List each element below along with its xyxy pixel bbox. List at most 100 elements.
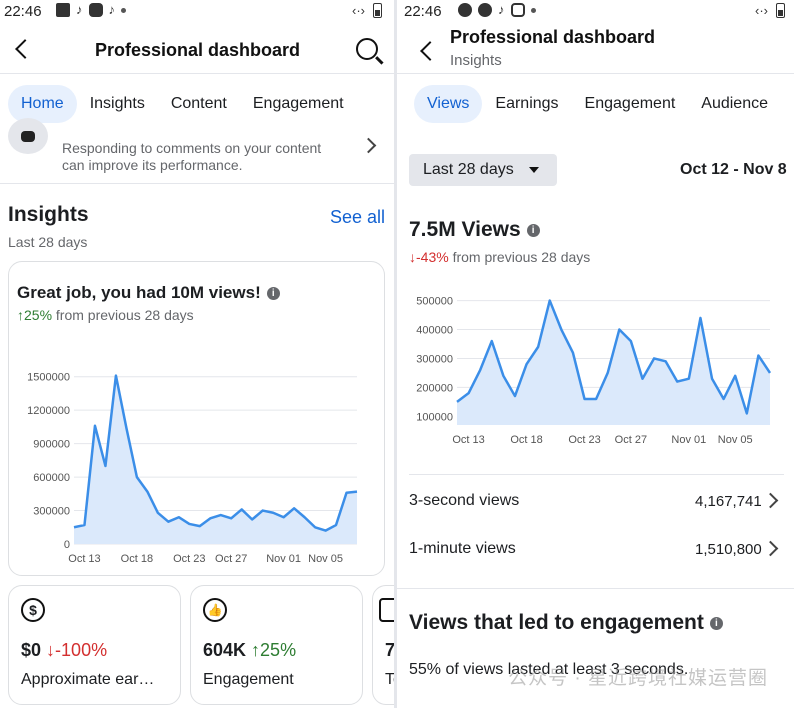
date-range-text: Oct 12 - Nov 8 bbox=[680, 161, 787, 178]
engagement-text: 55% of views lasted at least 3 seconds. bbox=[409, 661, 689, 678]
chevron-right-icon bbox=[360, 137, 377, 154]
earnings-value: $0 bbox=[21, 640, 42, 660]
tiktok-icon: ♪ bbox=[498, 2, 505, 17]
views-card[interactable]: Great job, you had 10M views! i ↑25% from… bbox=[8, 261, 385, 576]
tab-home[interactable]: Home bbox=[8, 85, 77, 123]
metric-label: To bbox=[385, 671, 394, 688]
tab-views[interactable]: Views bbox=[414, 85, 483, 123]
tab-bar: Home Insights Content Engagement bbox=[8, 78, 394, 130]
x-tick-label: Oct 18 bbox=[510, 434, 542, 446]
tab-bar: Views Earnings Engagement Audience bbox=[414, 78, 794, 130]
views-chart: 100000 200000 300000 400000 500000 Oct 13 Oct … bbox=[416, 296, 772, 446]
comment-icon bbox=[8, 118, 48, 154]
page-title: Professional dashboard bbox=[95, 40, 301, 60]
back-arrow-icon[interactable] bbox=[15, 39, 35, 59]
series-line bbox=[73, 374, 358, 532]
info-icon[interactable]: i bbox=[709, 616, 723, 630]
notification-icons: ♪ ♪ bbox=[56, 3, 126, 17]
search-icon[interactable] bbox=[356, 38, 378, 60]
info-icon[interactable]: i bbox=[526, 223, 540, 237]
left-panel: 22:46 ♪ ♪ ‹·› Professional dashboard Hom… bbox=[0, 0, 394, 708]
y-tick-label: 600000 bbox=[33, 472, 70, 484]
section-divider bbox=[397, 588, 794, 589]
y-tick-label: 0 bbox=[64, 539, 70, 551]
change-text: from previous 28 days bbox=[452, 249, 591, 265]
views-headline: Great job, you had 10M views! i bbox=[17, 283, 280, 303]
metric-card-partial[interactable]: 7 To bbox=[372, 585, 394, 705]
y-tick-label: 200000 bbox=[416, 382, 453, 394]
x-tick-label: Oct 27 bbox=[215, 553, 247, 565]
dropdown-value: Last 28 days bbox=[423, 161, 514, 178]
tab-content[interactable]: Content bbox=[170, 95, 227, 112]
views-total: 7.5M Views i bbox=[409, 218, 540, 242]
system-icons: ‹·› bbox=[352, 3, 382, 18]
tiktok-icon: ♪ bbox=[76, 2, 83, 17]
engagement-change: ↑25% bbox=[251, 640, 297, 660]
views-change: ↓-43% from previous 28 days bbox=[409, 249, 590, 265]
status-time: 22:46 bbox=[404, 3, 442, 20]
app-bar: Professional dashboard Insights bbox=[397, 24, 794, 74]
chevron-right-icon bbox=[762, 492, 779, 509]
notification-icons: ♪ bbox=[458, 3, 536, 17]
dollar-icon: $ bbox=[21, 598, 45, 622]
x-tick-label: Oct 13 bbox=[452, 434, 484, 446]
tab-audience[interactable]: Audience bbox=[701, 95, 768, 112]
more-notifications-icon bbox=[121, 7, 126, 13]
row-1-minute-views[interactable]: 1-minute views 1,510,800 bbox=[409, 524, 784, 574]
y-tick-label: 500000 bbox=[416, 296, 453, 308]
row-value: 1,510,800 bbox=[695, 541, 762, 558]
engagement-value: 604K bbox=[203, 640, 247, 660]
instagram-icon bbox=[510, 3, 525, 17]
tip-row[interactable]: Responding to comments on your content c… bbox=[0, 118, 394, 184]
earnings-change: ↓-100% bbox=[46, 640, 108, 660]
insights-heading: Insights bbox=[8, 203, 89, 226]
series-line bbox=[456, 299, 772, 415]
metric-value: 7 bbox=[385, 640, 394, 660]
info-icon[interactable]: i bbox=[266, 287, 280, 301]
metric-card-earnings[interactable]: $ $0 ↓-100% Approximate ear… bbox=[8, 585, 181, 705]
y-tick-label: 1500000 bbox=[27, 372, 70, 384]
see-all-link[interactable]: See all bbox=[330, 207, 386, 227]
change-up-value: ↑25% bbox=[17, 307, 53, 323]
date-range-dropdown[interactable]: Last 28 days bbox=[409, 154, 557, 186]
user-icon bbox=[379, 598, 394, 622]
y-tick-label: 100000 bbox=[416, 411, 453, 423]
status-bar: 22:46 ♪ ♪ ‹·› bbox=[0, 0, 394, 24]
insights-period: Last 28 days bbox=[8, 234, 88, 250]
page-title: Professional dashboard bbox=[450, 27, 656, 47]
tip-text-line1: Responding to comments on your content bbox=[62, 140, 322, 156]
tiktok-icon: ♪ bbox=[108, 2, 116, 17]
tab-engagement[interactable]: Engagement bbox=[584, 95, 676, 112]
messenger-icon bbox=[478, 3, 492, 17]
change-down-value: ↓-43% bbox=[409, 249, 449, 265]
metric-card-engagement[interactable]: 👍 604K ↑25% Engagement bbox=[190, 585, 363, 705]
more-notifications-icon bbox=[530, 7, 536, 13]
page-subtitle: Insights bbox=[450, 52, 502, 69]
x-tick-label: Oct 23 bbox=[173, 553, 205, 565]
views-chart: 0 300000 600000 900000 1200000 1500000 Oct 13 O… bbox=[27, 372, 358, 565]
battery-icon bbox=[373, 3, 382, 18]
views-headline-text: Great job, you had 10M views! bbox=[17, 283, 261, 302]
tab-earnings[interactable]: Earnings bbox=[495, 95, 559, 112]
series-area bbox=[74, 375, 357, 544]
chevron-right-icon bbox=[762, 540, 779, 557]
status-bar: 22:46 ♪ ‹·› bbox=[397, 0, 794, 24]
y-tick-label: 400000 bbox=[416, 325, 453, 337]
views-change: ↑25% from previous 28 days bbox=[17, 307, 194, 323]
panel-divider bbox=[394, 0, 397, 708]
tab-insights[interactable]: Insights bbox=[89, 95, 145, 112]
views-total-text: 7.5M Views bbox=[409, 218, 521, 241]
row-3-second-views[interactable]: 3-second views 4,167,741 bbox=[409, 474, 784, 524]
x-tick-label: Nov 01 bbox=[671, 434, 706, 446]
x-tick-label: Nov 05 bbox=[308, 553, 343, 565]
y-tick-label: 300000 bbox=[33, 506, 70, 518]
tab-engagement[interactable]: Engagement bbox=[252, 95, 344, 112]
back-arrow-icon[interactable] bbox=[420, 41, 440, 61]
x-tick-label: Oct 13 bbox=[68, 553, 100, 565]
row-value: 4,167,741 bbox=[695, 493, 762, 510]
tip-text-line2: can improve its performance. bbox=[62, 157, 243, 173]
x-tick-label: Oct 23 bbox=[568, 434, 600, 446]
row-label: 3-second views bbox=[409, 492, 520, 509]
app-bar: Professional dashboard bbox=[0, 24, 394, 74]
youtube-icon bbox=[88, 3, 103, 17]
